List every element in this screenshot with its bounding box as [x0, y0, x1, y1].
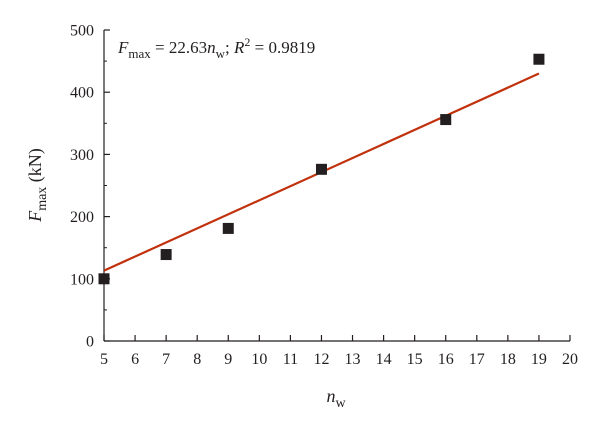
y-tick-label: 500: [70, 23, 94, 40]
data-point: [315, 163, 327, 175]
y-tick-label: 300: [70, 147, 94, 164]
x-axis-sub: w: [335, 396, 346, 411]
regression-equation: Fmax = 22.63nw; R2 = 0.9819: [117, 35, 315, 61]
x-tick-label: 18: [500, 351, 516, 368]
x-tick-label: 14: [376, 351, 392, 368]
data-point: [222, 222, 234, 234]
eq-r-symbol: R: [233, 38, 245, 57]
x-tick-label: 16: [438, 351, 454, 368]
data-point: [440, 114, 452, 126]
data-point: [98, 273, 110, 285]
eq-r-value: = 0.9819: [250, 38, 315, 57]
eq-y-sub: max: [128, 46, 151, 61]
x-tick-label: 9: [224, 351, 232, 368]
y-axis-sub: max: [35, 187, 50, 211]
axes: 0 100 200 300 400 500 5 6 7 8 9 10 11 12 13 14 15 16 17 18 1…: [70, 23, 578, 369]
x-tick-label: 7: [162, 351, 170, 368]
y-axis-title: Fmax (kN): [25, 148, 50, 223]
y-tick-label: 0: [86, 334, 94, 351]
y-tick-label: 100: [70, 271, 94, 288]
data-point: [533, 53, 545, 65]
x-tick-label: 12: [313, 351, 329, 368]
x-tick-label: 6: [131, 351, 139, 368]
eq-x-sub: w: [216, 46, 226, 61]
eq-separator: ;: [225, 38, 234, 57]
eq-r-sup: 2: [244, 35, 250, 49]
y-axis-symbol: F: [25, 210, 45, 223]
x-tick-label: 13: [345, 351, 361, 368]
y-tick-label: 200: [70, 209, 94, 226]
x-tick-label: 5: [100, 351, 108, 368]
eq-y-symbol: F: [117, 38, 129, 57]
data-point: [160, 249, 172, 261]
y-tick-label: 400: [70, 85, 94, 102]
x-tick-label: 20: [562, 351, 578, 368]
x-tick-label: 11: [283, 351, 298, 368]
x-axis-title: nw: [326, 386, 346, 411]
data-points: [98, 53, 545, 285]
eq-equals-value: = 22.63: [151, 38, 207, 57]
x-tick-label: 15: [407, 351, 423, 368]
y-axis-unit: (kN): [25, 148, 46, 187]
x-axis-symbol: n: [326, 386, 335, 406]
x-tick-label: 10: [251, 351, 267, 368]
x-tick-label: 17: [469, 351, 485, 368]
eq-x-symbol: n: [207, 38, 216, 57]
x-tick-label: 8: [193, 351, 201, 368]
x-tick-label: 19: [531, 351, 547, 368]
